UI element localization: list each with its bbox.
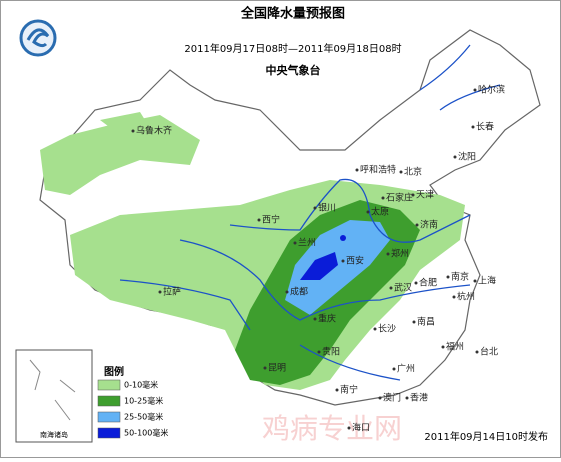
city-label: 昆明 (268, 363, 286, 374)
city-label: 台北 (480, 346, 498, 358)
rain-area (100, 112, 150, 135)
legend-label: 50-100毫米 (124, 428, 168, 438)
city-label: 太原 (371, 206, 389, 218)
city-label: 西宁 (262, 214, 280, 226)
city-dot (453, 155, 457, 159)
city-dot (389, 286, 393, 290)
city-label: 澳门 (383, 392, 401, 404)
legend-swatch (97, 379, 121, 391)
city-label: 海口 (352, 422, 370, 434)
city-dot (412, 320, 416, 324)
city-label: 长沙 (378, 323, 396, 335)
city-dot (415, 223, 419, 227)
legend-label: 25-50毫米 (124, 412, 163, 422)
city-label: 广州 (397, 363, 415, 375)
city-dot (381, 196, 385, 200)
city-dot (257, 218, 261, 222)
city-label: 上海 (478, 275, 496, 287)
rain-area (40, 115, 200, 195)
title: 全国降水量预报图 (240, 6, 345, 22)
city-dot (293, 241, 297, 245)
city-label: 长春 (476, 121, 494, 133)
city-dot (414, 281, 418, 285)
city-label: 呼和浩特 (360, 164, 396, 176)
city-label: 南京 (451, 271, 469, 283)
city-dot (392, 367, 396, 371)
city-dot (475, 350, 479, 354)
legend-label: 10-25毫米 (124, 396, 163, 406)
city-label: 成都 (290, 286, 308, 298)
city-dot (378, 396, 382, 400)
city-dot (473, 88, 477, 92)
issuer: 中央气象台 (266, 63, 321, 77)
city-label: 杭州 (457, 291, 475, 303)
city-dot (355, 168, 359, 172)
watermark: 鸡病专业网 (262, 412, 402, 445)
city-dot (471, 125, 475, 129)
city-dot (131, 129, 135, 133)
inset-label: 南海诸岛 (40, 430, 68, 439)
city-dot (341, 259, 345, 263)
city-label: 香港 (410, 392, 428, 404)
rain-area (300, 252, 338, 280)
city-label: 拉萨 (163, 286, 181, 298)
city-dot (399, 170, 403, 174)
city-dot (411, 193, 415, 197)
legend-swatch (97, 427, 121, 439)
city-dot (158, 290, 162, 294)
inset: 南海诸岛 (15, 349, 93, 443)
city-label: 武汉 (394, 282, 412, 294)
city-label: 西安 (346, 255, 364, 267)
city-dot (313, 206, 317, 210)
city-label: 南宁 (340, 384, 358, 396)
city-dot (473, 279, 477, 283)
city-label: 南昌 (417, 316, 435, 328)
rain-area (285, 220, 390, 315)
issued: 2011年09月14日10时发布 (424, 430, 548, 443)
city-dot (373, 327, 377, 331)
city-dot (366, 210, 370, 214)
city-dot (285, 290, 289, 294)
legend: 图例 0-10毫米 10-25毫米 25-50毫米 50-100毫米 (97, 365, 168, 439)
city-label: 济南 (420, 219, 438, 231)
city-label: 福州 (446, 341, 464, 353)
city-label: 沈阳 (458, 151, 476, 163)
city-label: 重庆 (318, 313, 336, 325)
city-dot (313, 317, 317, 321)
city-label: 贵阳 (322, 346, 340, 358)
rivers (119, 44, 501, 381)
legend-swatch (97, 395, 121, 407)
city-dot (405, 396, 409, 400)
city-dot (263, 366, 267, 370)
city-dot (441, 345, 445, 349)
period: 2011年09月17日08时—2011年09月18日08时 (184, 42, 401, 55)
logo (19, 19, 57, 57)
city-dot (446, 275, 450, 279)
city-label: 银川 (318, 202, 336, 214)
city-dot (317, 350, 321, 354)
city-label: 哈尔滨 (478, 84, 505, 96)
legend-title: 图例 (104, 365, 124, 378)
city-label: 北京 (404, 166, 422, 178)
city-label: 兰州 (298, 237, 316, 249)
city-dot (347, 426, 351, 430)
city-dot (386, 252, 390, 256)
city-label: 乌鲁木齐 (136, 125, 172, 137)
city-label: 郑州 (391, 248, 409, 260)
legend-label: 0-10毫米 (124, 380, 158, 390)
city-dot (452, 295, 456, 299)
city-label: 天津 (416, 190, 434, 201)
legend-swatch (97, 411, 121, 423)
city-label: 合肥 (419, 277, 437, 289)
rain-area (340, 235, 346, 241)
city-dot (335, 388, 339, 392)
city-label: 石家庄 (386, 192, 413, 204)
